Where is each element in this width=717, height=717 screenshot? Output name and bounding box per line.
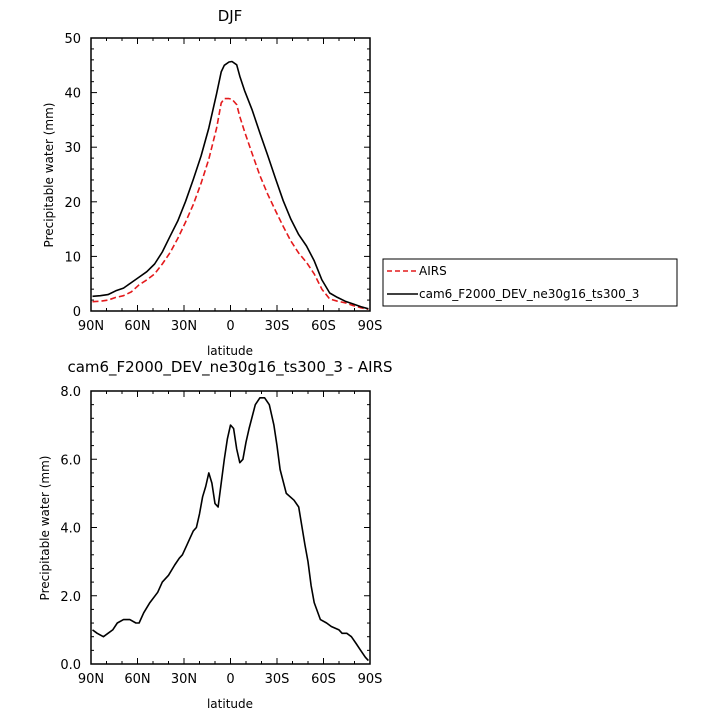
bottom-y-axis-label: Precipitable water (mm): [38, 456, 52, 601]
bottom-x-tick-label: 0: [226, 672, 234, 687]
chart-bottom: cam6_F2000_DEV_ne30g16_ts300_3 - AIRS 90…: [38, 358, 393, 711]
top-plot-frame: [90, 37, 371, 312]
bottom-x-tick-label: 90N: [78, 672, 104, 687]
legend: AIRS cam6_F2000_DEV_ne30g16_ts300_3: [382, 258, 678, 307]
bottom-y-tick-label: 4.0: [60, 522, 81, 537]
top-y-tick-label: 0: [73, 305, 81, 320]
bottom-series-line-0: [92, 396, 369, 662]
top-y-tick-label: 30: [64, 141, 81, 156]
legend-box: [382, 258, 678, 307]
top-y-tick-label: 50: [64, 32, 81, 47]
bottom-y-tick-label: 8.0: [60, 385, 81, 400]
bottom-y-tick-label: 2.0: [60, 590, 81, 605]
bottom-x-tick-label: 60N: [124, 672, 150, 687]
top-x-tick-label: 30N: [171, 319, 197, 334]
top-chart-title: DJF: [218, 7, 243, 25]
bottom-plot-frame: [90, 390, 371, 665]
bottom-x-tick-label: 30S: [265, 672, 290, 687]
bottom-x-tick-label: 90S: [358, 672, 383, 687]
legend-label-airs: AIRS: [419, 264, 447, 278]
top-x-tick-label: 30S: [265, 319, 290, 334]
top-y-tick-label: 40: [64, 87, 81, 102]
top-series-lines: [92, 60, 369, 311]
top-y-tick-label: 20: [64, 196, 81, 211]
top-y-axis-label: Precipitable water (mm): [42, 103, 56, 248]
bottom-ticks: 90N 60N 30N 0 30S 60S 90S 0.0 2.0 4.0 6.0 8.0: [60, 385, 382, 687]
bottom-y-tick-label: 6.0: [60, 453, 81, 468]
chart-top: DJF 90N 60N 30N 0 30S 60S 90S 0 10 20 30 40 50 latit…: [42, 7, 382, 358]
top-x-axis-label: latitude: [207, 344, 253, 358]
top-series-line-cam6-f2000-dev-ne30g16-ts300-3: [92, 60, 369, 310]
legend-label-cam6: cam6_F2000_DEV_ne30g16_ts300_3: [419, 287, 639, 301]
bottom-y-tick-label: 0.0: [60, 658, 81, 673]
top-ticks: 90N 60N 30N 0 30S 60S 90S 0 10 20 30 40 50: [64, 32, 382, 334]
top-x-tick-label: 90N: [78, 319, 104, 334]
top-x-tick-label: 60S: [311, 319, 336, 334]
top-x-tick-label: 90S: [358, 319, 383, 334]
bottom-x-tick-label: 60S: [311, 672, 336, 687]
bottom-x-tick-label: 30N: [171, 672, 197, 687]
top-y-tick-label: 10: [64, 250, 81, 265]
top-x-tick-label: 60N: [124, 319, 150, 334]
bottom-chart-title: cam6_F2000_DEV_ne30g16_ts300_3 - AIRS: [67, 358, 392, 377]
bottom-series-lines: [92, 396, 369, 662]
bottom-x-axis-label: latitude: [207, 697, 253, 711]
top-series-line-airs: [92, 97, 369, 311]
top-x-tick-label: 0: [226, 319, 234, 334]
